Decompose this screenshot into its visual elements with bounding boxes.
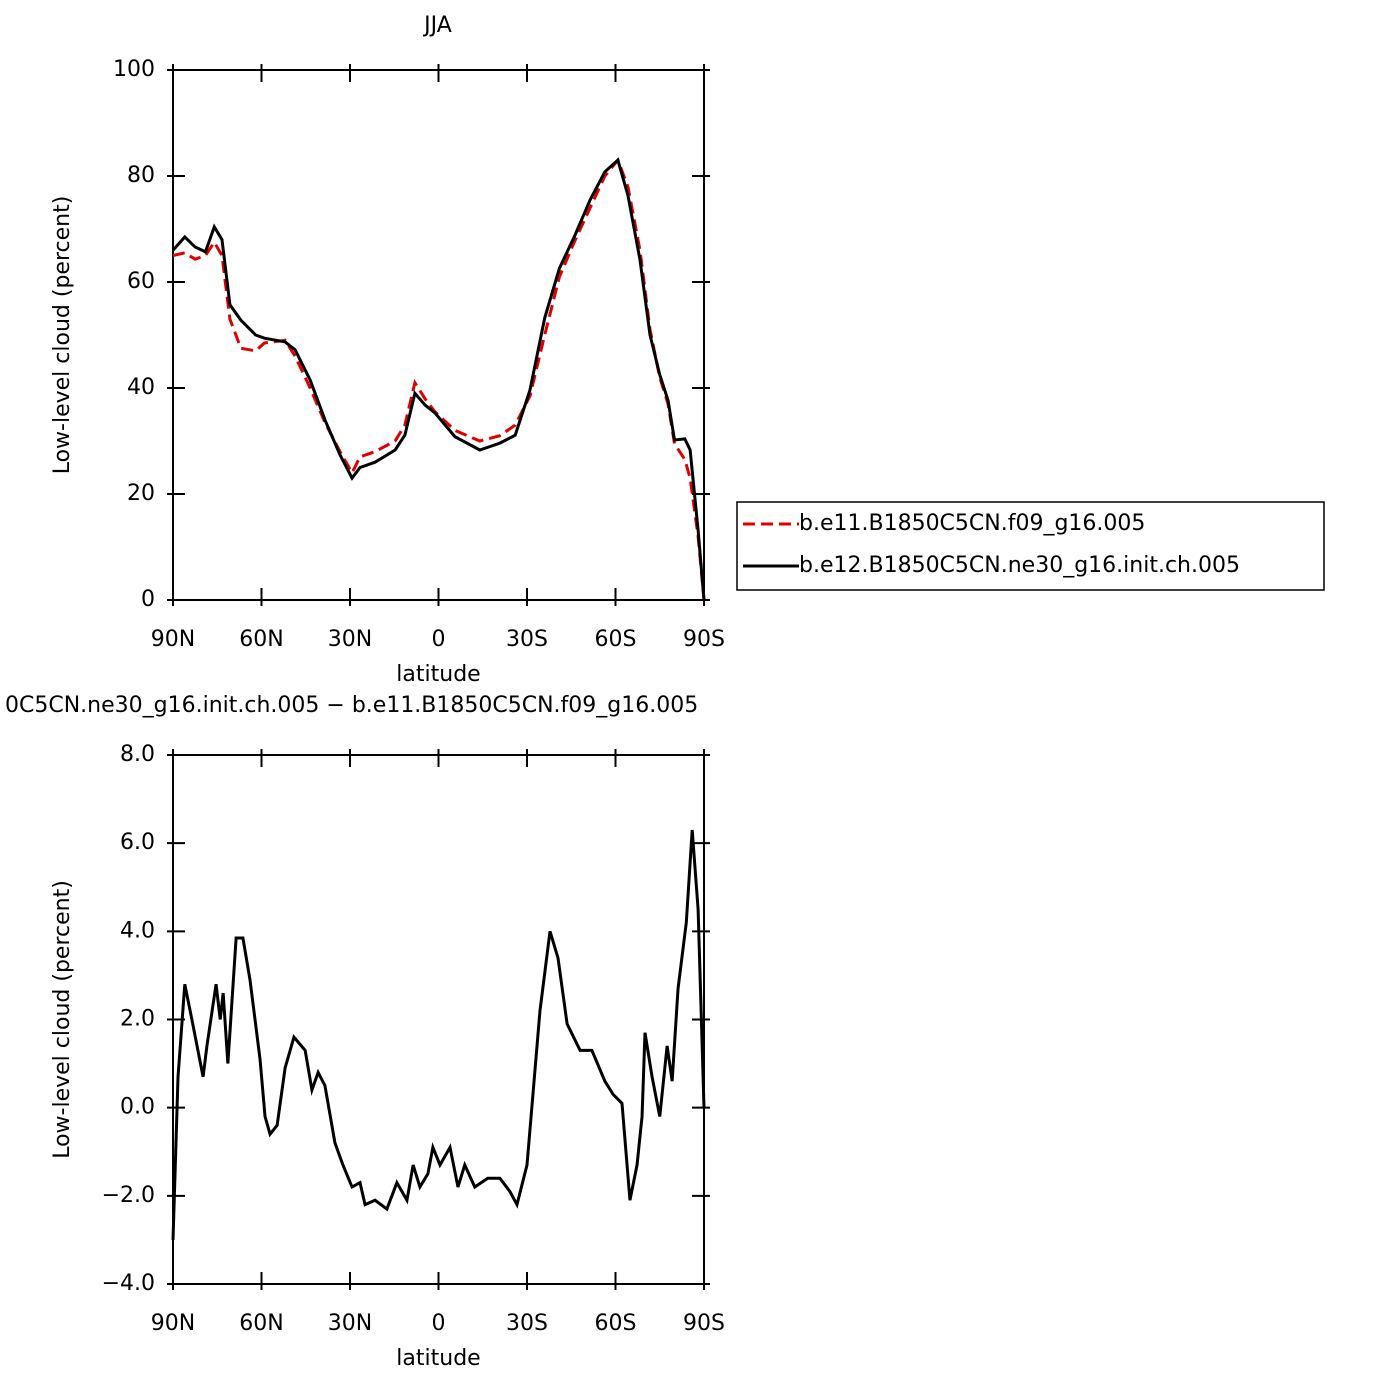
chart-title: 0C5CN.ne30_g16.init.ch.005 − b.e11.B1850… <box>5 693 698 718</box>
legend-box <box>736 501 1325 591</box>
x-axis-label: latitude <box>396 1346 480 1371</box>
y-tick-label: 4.0 <box>120 918 155 943</box>
y-tick-label: 80 <box>127 163 155 188</box>
data-line <box>171 829 706 1240</box>
x-tick-label: 30S <box>506 1311 548 1336</box>
x-tick-label: 90S <box>683 1311 725 1336</box>
x-tick-label: 30N <box>328 1311 372 1336</box>
plot-frame <box>172 69 705 601</box>
chart-title: JJA <box>422 13 452 38</box>
y-tick-label: 40 <box>127 375 155 400</box>
y-tick-label: 0 <box>141 587 155 612</box>
x-tick-label: 30N <box>328 627 372 652</box>
data-line <box>172 157 706 601</box>
y-axis-label: Low-level cloud (percent) <box>50 880 75 1159</box>
y-tick-label: 100 <box>113 57 155 82</box>
y-tick-label: 6.0 <box>120 830 155 855</box>
legend-label: b.e11.B1850C5CN.f09_g16.005 <box>799 511 1145 536</box>
x-tick-label: 0 <box>432 1311 446 1336</box>
x-tick-label: 30S <box>506 627 548 652</box>
data-line <box>171 157 706 601</box>
y-axis-label: Low-level cloud (percent) <box>50 196 75 475</box>
x-tick-label: 60S <box>595 627 637 652</box>
x-tick-label: 60N <box>239 627 283 652</box>
y-tick-label: 0.0 <box>120 1095 155 1120</box>
x-tick-label: 90N <box>151 627 195 652</box>
y-tick-label: −2.0 <box>102 1183 155 1208</box>
x-tick-label: 90S <box>683 627 725 652</box>
y-tick-label: 2.0 <box>120 1007 155 1032</box>
x-tick-label: 60N <box>239 1311 283 1336</box>
y-tick-label: 8.0 <box>120 742 155 767</box>
x-tick-label: 60S <box>595 1311 637 1336</box>
plot-frame <box>172 754 705 1285</box>
y-tick-label: 60 <box>127 269 155 294</box>
y-tick-label: 20 <box>127 481 155 506</box>
x-tick-label: 0 <box>432 627 446 652</box>
y-tick-label: −4.0 <box>102 1271 155 1296</box>
x-tick-label: 90N <box>151 1311 195 1336</box>
legend-label: b.e12.B1850C5CN.ne30_g16.init.ch.005 <box>799 553 1240 578</box>
x-axis-label: latitude <box>396 662 480 687</box>
